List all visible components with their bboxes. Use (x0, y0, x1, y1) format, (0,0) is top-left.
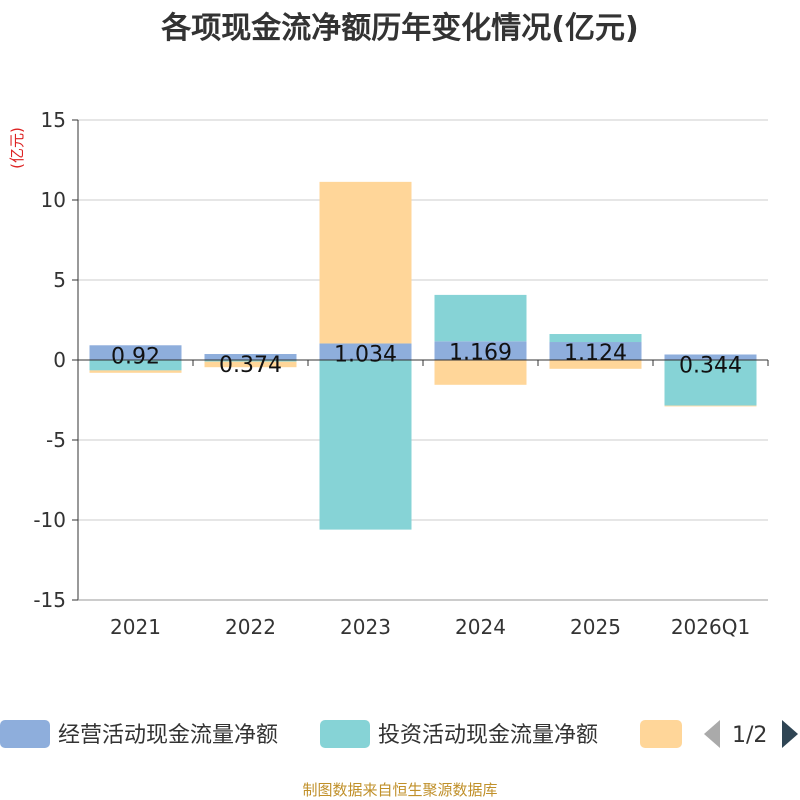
data-labels: 0.92 0.374 1.034 1.169 1.124 0.344 (111, 340, 742, 378)
y-tick-label: -5 (46, 428, 66, 452)
bar-operating-2025[interactable] (549, 342, 642, 360)
y-tick-label: 5 (53, 268, 66, 292)
x-tick-label: 2021 (110, 615, 161, 639)
data-label-2025: 1.124 (564, 341, 627, 366)
bar-investing-2024[interactable] (434, 294, 527, 342)
legend-page-indicator: 1/2 (732, 723, 767, 748)
bar-operating-2026Q1[interactable] (664, 354, 757, 360)
x-tick-label: 2022 (225, 615, 276, 639)
axes: 15 10 5 0 -5 -10 -15 2021 2022 2023 2024 2025 2026Q1 (33, 108, 769, 639)
y-tick-label: -15 (33, 588, 66, 612)
data-label-2023: 1.034 (334, 342, 397, 367)
y-tick-label: 0 (53, 348, 66, 372)
bar-investing-2025[interactable] (549, 334, 642, 343)
y-tick-label: 10 (41, 188, 66, 212)
bar-financing-2022[interactable] (204, 361, 297, 368)
bar-investing-2026Q1[interactable] (664, 360, 757, 406)
bar-financing-2024[interactable] (434, 360, 527, 385)
x-tick-label: 2026Q1 (671, 615, 750, 639)
legend-prev-page-icon[interactable] (704, 720, 720, 748)
x-tick-label: 2023 (340, 615, 391, 639)
bar-operating-2021[interactable] (89, 345, 182, 360)
bar-operating-2023[interactable] (319, 343, 412, 360)
bars[interactable] (89, 181, 757, 530)
legend-label-investing[interactable]: 投资活动现金流量净额 (378, 723, 598, 748)
legend-swatch-operating[interactable] (0, 720, 50, 748)
bar-investing-2022[interactable] (204, 360, 297, 362)
bar-investing-2021[interactable] (89, 360, 182, 371)
data-label-2026Q1: 0.344 (679, 353, 742, 378)
data-label-2024: 1.169 (449, 340, 512, 365)
source-note: 制图数据来自恒生聚源数据库 (302, 781, 497, 799)
y-tick-label: 15 (41, 108, 66, 132)
legend-label-operating[interactable]: 经营活动现金流量净额 (58, 723, 278, 748)
bar-financing-2026Q1[interactable] (664, 405, 757, 407)
data-label-2021: 0.92 (111, 344, 160, 369)
legend-swatch-financing[interactable] (640, 720, 682, 748)
bar-investing-2023[interactable] (319, 360, 412, 530)
bar-operating-2022[interactable] (204, 354, 297, 360)
y-unit-label: (亿元) (8, 127, 26, 169)
x-tick-label: 2025 (570, 615, 621, 639)
data-label-2022: 0.374 (219, 353, 282, 378)
y-tick-label: -10 (33, 508, 66, 532)
bar-financing-2023[interactable] (319, 181, 412, 344)
x-tick-label: 2024 (455, 615, 506, 639)
legend-swatch-investing[interactable] (320, 720, 370, 748)
bar-financing-2025[interactable] (549, 360, 642, 369)
chart-title: 各项现金流净额历年变化情况(亿元) (160, 11, 638, 46)
bar-financing-2021[interactable] (89, 370, 182, 373)
legend[interactable]: 经营活动现金流量净额 投资活动现金流量净额 1/2 (0, 720, 798, 748)
legend-next-page-icon[interactable] (782, 720, 798, 748)
bar-operating-2024[interactable] (434, 341, 527, 360)
